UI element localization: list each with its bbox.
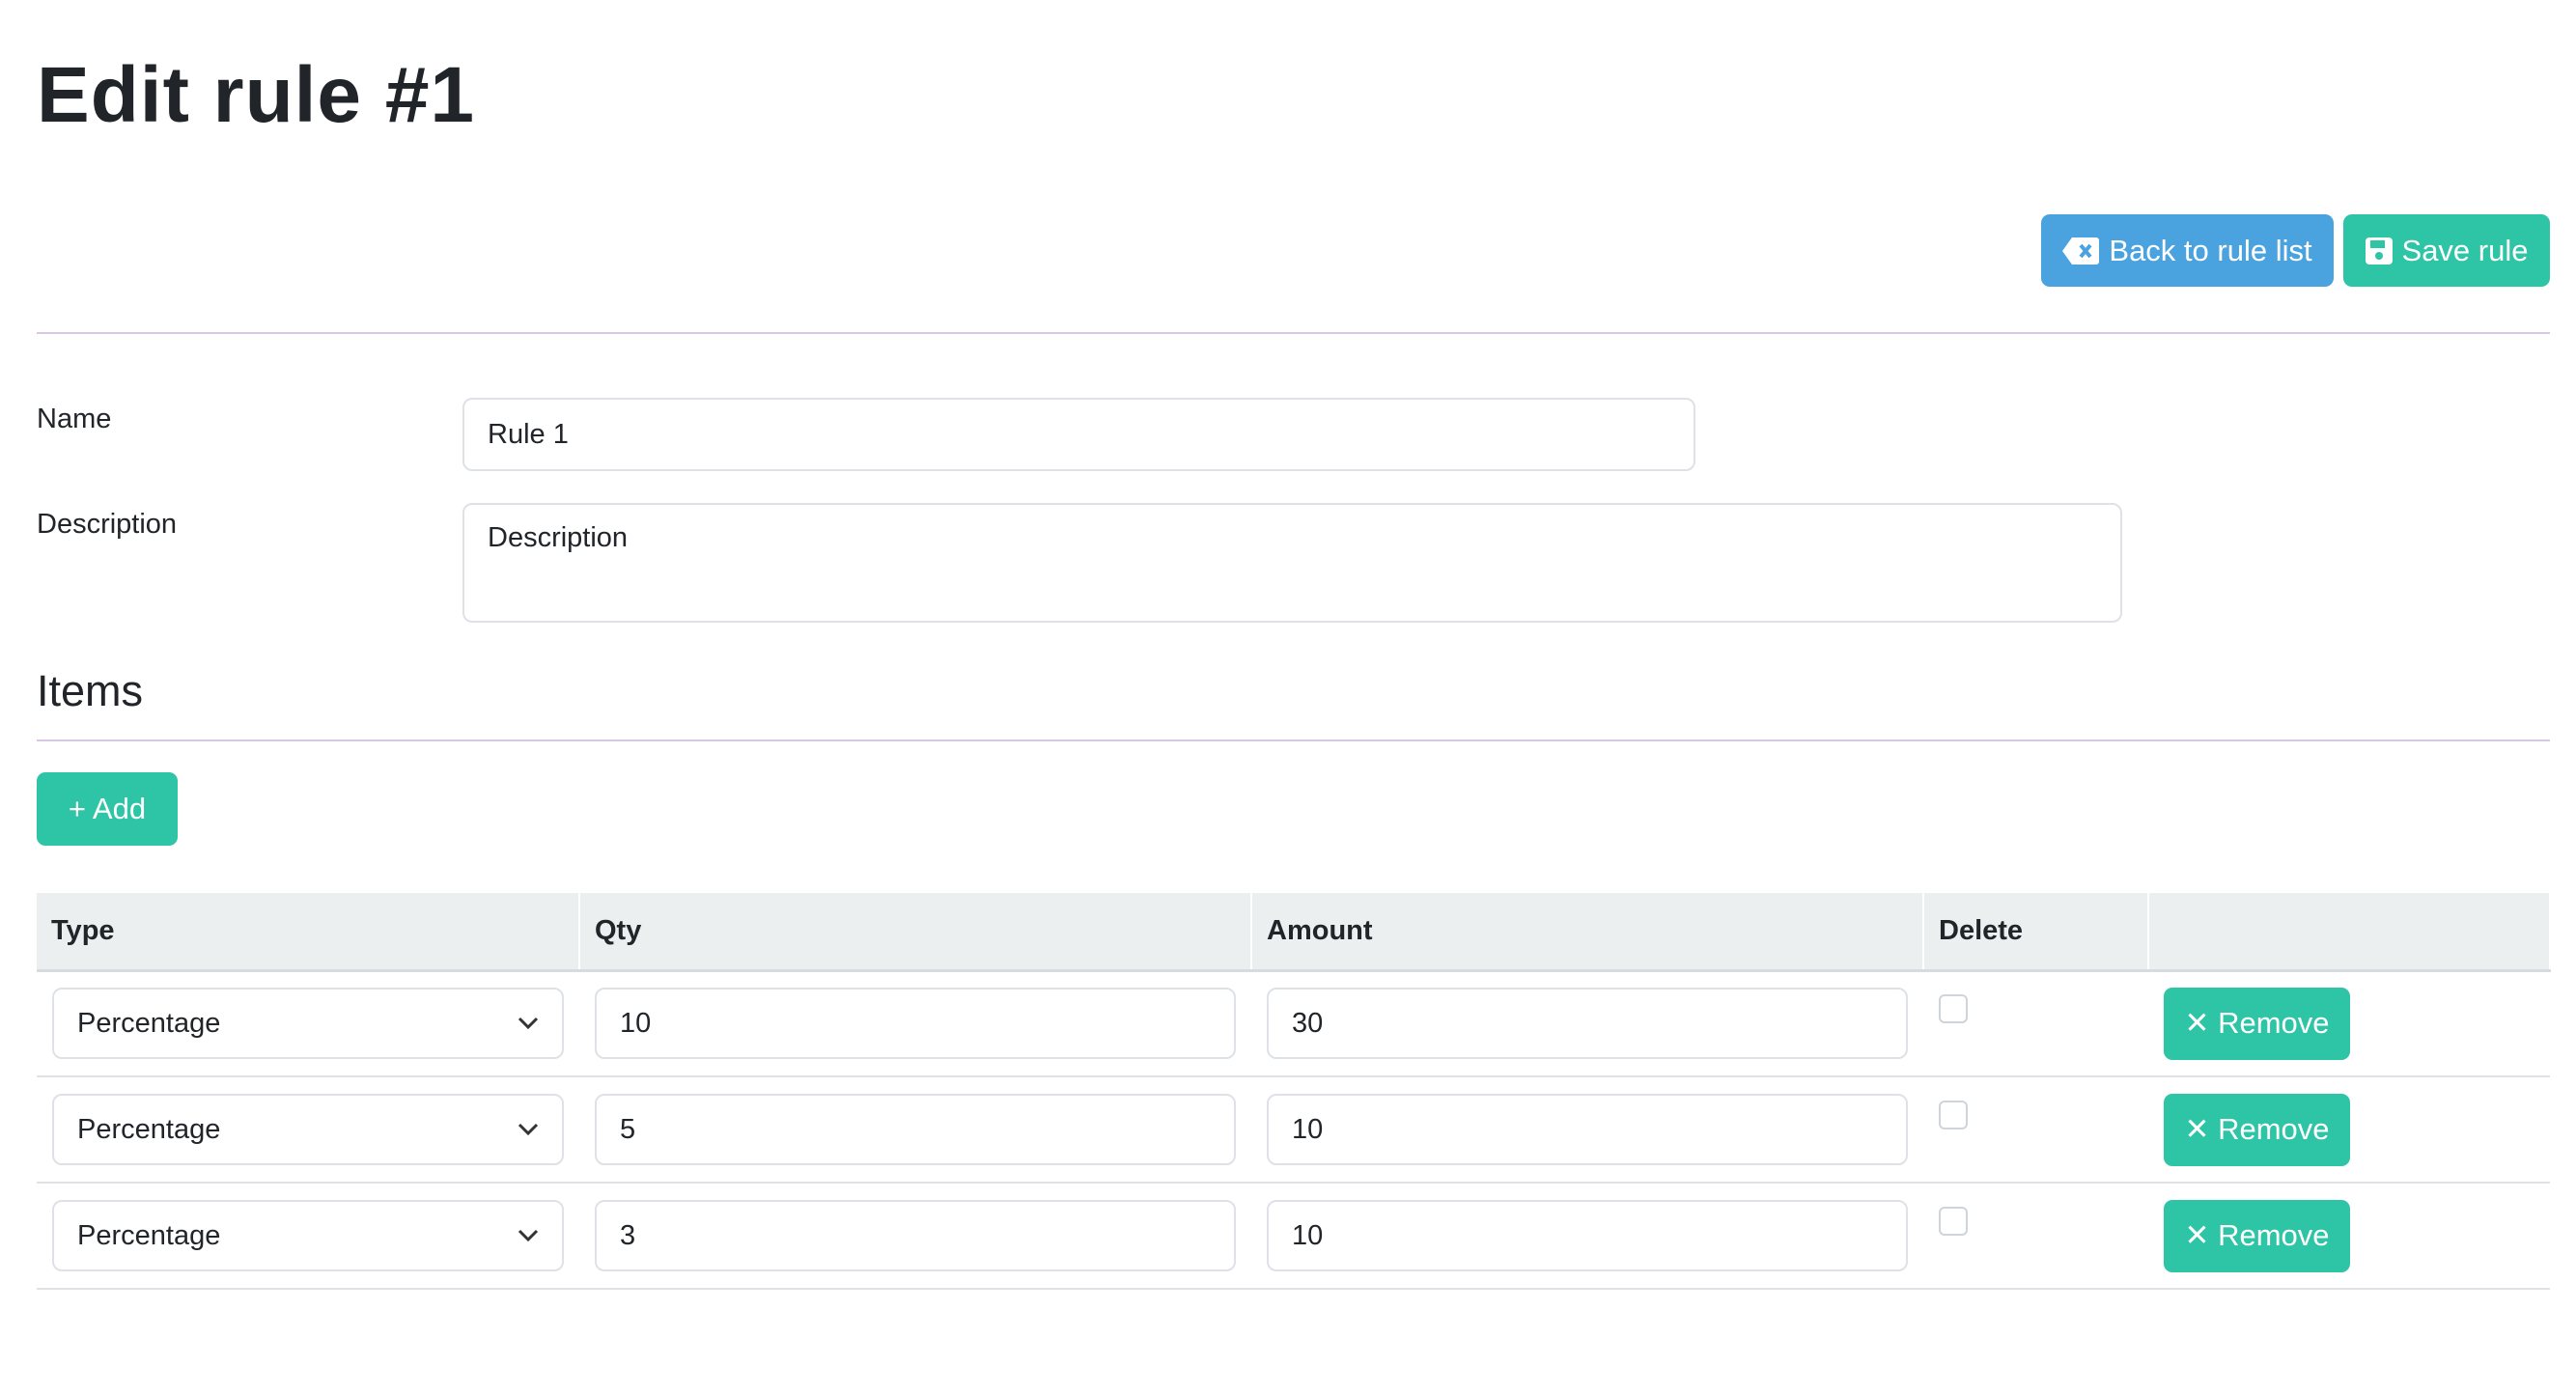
divider [37,332,2550,334]
amount-cell: 10 [1251,1076,1923,1184]
chevron-down-icon [518,1229,539,1242]
items-heading: Items [37,666,144,715]
name-label: Name [37,404,112,434]
delete-checkbox[interactable] [1939,994,1968,1024]
qty-cell: 3 [579,1183,1251,1290]
delete-cell [1923,1183,2148,1290]
qty-cell: 10 [579,970,1251,1077]
qty-input[interactable]: 10 [595,988,1236,1060]
type-cell: Percentage [37,1183,579,1290]
actions-cell: ✕ Remove [2148,970,2550,1077]
column-header-type: Type [37,893,580,972]
delete-checkbox[interactable] [1939,1101,1968,1129]
backspace-icon [2062,237,2100,265]
delete-cell [1923,970,2148,1077]
amount-cell: 10 [1251,1183,1923,1290]
amount-input[interactable]: 10 [1267,1200,1908,1271]
column-header-amount: Amount [1251,893,1924,972]
amount-input[interactable]: 10 [1267,1094,1908,1165]
table-row: Percentage 3 10 ✕ Remove [37,1183,2550,1290]
qty-input[interactable]: 3 [595,1200,1236,1271]
table-row: Percentage 5 10 ✕ Remove [37,1076,2550,1184]
actions-cell: ✕ Remove [2148,1183,2550,1290]
remove-button[interactable]: ✕ Remove [2164,987,2350,1060]
save-label: Save rule [2401,233,2529,267]
add-item-button[interactable]: + Add [37,772,178,846]
column-header-actions [2148,893,2551,972]
qty-input[interactable]: 5 [595,1094,1236,1165]
type-value: Percentage [77,1113,221,1145]
page-title: Edit rule #1 [37,51,476,139]
type-cell: Percentage [37,970,579,1077]
back-to-rule-list-button[interactable]: Back to rule list [2041,214,2334,287]
chevron-down-icon [518,1018,539,1030]
type-cell: Percentage [37,1076,579,1184]
remove-button[interactable]: ✕ Remove [2164,1093,2350,1166]
save-rule-button[interactable]: Save rule [2343,214,2550,287]
type-value: Percentage [77,1007,221,1039]
qty-cell: 5 [579,1076,1251,1184]
description-textarea[interactable]: Description [462,503,2122,623]
name-input[interactable]: Rule 1 [462,398,1695,471]
column-header-delete: Delete [1923,893,2149,972]
remove-button[interactable]: ✕ Remove [2164,1199,2350,1272]
type-select[interactable]: Percentage [52,988,564,1060]
back-label: Back to rule list [2109,233,2312,267]
amount-cell: 30 [1251,970,1923,1077]
divider [37,739,2550,741]
description-label: Description [37,509,178,540]
column-header-qty: Qty [579,893,1252,972]
table-row: Percentage 10 30 ✕ Remove [37,970,2550,1077]
delete-cell [1923,1076,2148,1184]
chevron-down-icon [518,1123,539,1136]
delete-checkbox[interactable] [1939,1207,1968,1236]
actions-cell: ✕ Remove [2148,1076,2550,1184]
type-select[interactable]: Percentage [52,1200,564,1271]
amount-input[interactable]: 30 [1267,988,1908,1060]
type-value: Percentage [77,1219,221,1251]
floppy-disk-icon [2365,237,2393,265]
type-select[interactable]: Percentage [52,1094,564,1165]
items-table: Type Qty Amount Delete Percentage 10 30 … [37,893,2551,1290]
